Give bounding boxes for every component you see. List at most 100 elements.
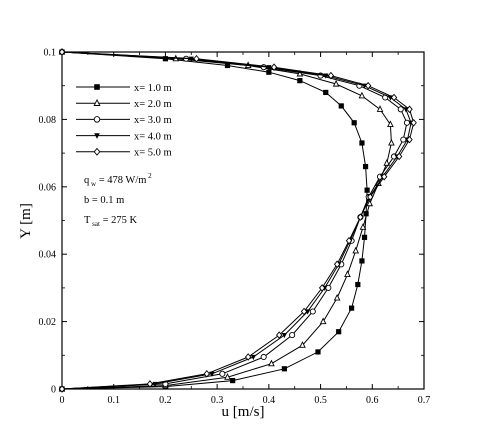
marker-square xyxy=(323,89,329,96)
marker-triangle xyxy=(366,199,374,207)
marker-triangle xyxy=(333,293,341,301)
legend-label: x= 2.0 m xyxy=(134,99,172,110)
marker-triangle xyxy=(93,98,101,106)
x-tick-label: 0.3 xyxy=(211,395,224,406)
marker-diamond xyxy=(58,48,66,56)
marker-diamond xyxy=(364,81,372,90)
marker-diamond xyxy=(380,172,388,181)
marker-square xyxy=(362,163,369,170)
marker-triangle xyxy=(332,79,340,87)
marker-square xyxy=(355,281,361,288)
legend-item: x= 1.0 m xyxy=(76,83,172,94)
marker-triangle xyxy=(358,91,366,99)
marker-diamond xyxy=(390,93,398,102)
legend: x= 1.0 m x= 2.0 m x= 3.0 m x= 4.0 m x= 5.0 m xyxy=(76,83,172,159)
marker-triangle xyxy=(352,246,360,254)
annotation-text: q w = 478 W/m 2 xyxy=(84,172,152,188)
marker-square xyxy=(224,62,231,69)
marker-diamond xyxy=(203,370,210,378)
marker-diamond xyxy=(406,105,413,114)
annotations: q w = 478 W/m 2 b = 0.1 m T sat = 275 K xyxy=(84,172,152,228)
marker-diamond xyxy=(300,307,308,316)
marker-square xyxy=(297,78,303,84)
marker-square xyxy=(359,140,365,146)
marker-triangle xyxy=(319,317,327,325)
x-axis-title: u [m/s] xyxy=(222,404,265,420)
marker-square xyxy=(338,103,344,109)
marker-diamond xyxy=(93,147,101,156)
marker-diamond xyxy=(276,331,283,339)
marker-diamond xyxy=(333,260,341,269)
marker-triangle-down xyxy=(250,354,256,361)
y-axis-title: Y [m] xyxy=(18,203,34,239)
marker-circle xyxy=(397,106,404,113)
x-tick-label: 0.4 xyxy=(263,395,276,406)
marker-square xyxy=(364,187,370,193)
legend-item: x= 3.0 m xyxy=(76,115,172,126)
annotation-text: T sat = 275 K xyxy=(84,215,137,228)
marker-diamond xyxy=(270,63,278,71)
marker-square xyxy=(162,56,169,62)
marker-triangle xyxy=(376,105,384,112)
marker-circle xyxy=(219,370,226,377)
y-tick-label: 0.08 xyxy=(39,115,57,126)
marker-square xyxy=(230,377,236,384)
marker-triangle-down xyxy=(209,371,215,377)
marker-diamond xyxy=(58,385,66,393)
marker-triangle xyxy=(383,159,391,166)
y-tick-label: 0.02 xyxy=(39,317,57,328)
marker-square xyxy=(266,69,272,75)
marker-square xyxy=(349,305,355,311)
legend-label: x= 4.0 m xyxy=(134,131,172,142)
legend-label: x= 5.0 m xyxy=(134,148,172,159)
marker-diamond xyxy=(357,213,364,221)
series-line xyxy=(61,51,408,390)
marker-diamond xyxy=(146,380,154,388)
marker-circle xyxy=(309,308,316,315)
marker-square xyxy=(361,234,368,240)
series-line xyxy=(61,51,392,390)
marker-diamond xyxy=(406,135,413,144)
marker-square xyxy=(359,258,365,264)
legend-label: x= 3.0 m xyxy=(134,115,172,126)
marker-diamond xyxy=(327,71,335,80)
marker-triangle xyxy=(299,341,306,348)
marker-diamond xyxy=(395,152,403,161)
annotation-text: b = 0.1 m xyxy=(84,195,124,206)
y-tick-label: 0.04 xyxy=(39,250,57,261)
legend-label: x= 1.0 m xyxy=(134,83,172,94)
series-5 xyxy=(58,48,417,393)
legend-item: x= 5.0 m xyxy=(76,148,172,159)
x-tick-label: 0 xyxy=(60,395,65,406)
marker-diamond xyxy=(367,193,374,201)
marker-triangle xyxy=(344,270,351,277)
marker-triangle xyxy=(268,359,275,367)
x-tick-label: 0.7 xyxy=(418,395,431,406)
marker-square xyxy=(351,120,357,126)
marker-triangle-down xyxy=(281,332,287,339)
y-tick-label: 0 xyxy=(51,385,56,396)
marker-square xyxy=(281,366,287,372)
marker-diamond xyxy=(244,353,252,361)
marker-triangle xyxy=(296,69,304,77)
marker-square xyxy=(336,329,342,335)
marker-square xyxy=(363,211,369,217)
legend-item: x= 2.0 m xyxy=(76,98,172,110)
marker-diamond xyxy=(410,118,417,127)
marker-triangle xyxy=(224,373,231,380)
marker-diamond xyxy=(318,284,326,292)
marker-circle xyxy=(93,116,101,123)
x-tick-label: 0.1 xyxy=(107,395,120,406)
marker-triangle xyxy=(387,120,394,128)
marker-triangle-down xyxy=(94,133,100,139)
x-tick-label: 0.6 xyxy=(366,395,379,406)
marker-triangle xyxy=(359,223,367,230)
y-tick-label: 0.06 xyxy=(39,182,57,193)
marker-diamond xyxy=(345,236,353,245)
marker-diamond xyxy=(193,54,200,63)
legend-item: x= 4.0 m xyxy=(76,131,172,142)
y-tick-label: 0.1 xyxy=(44,48,57,59)
marker-triangle xyxy=(388,138,395,146)
x-tick-label: 0.2 xyxy=(159,395,172,406)
